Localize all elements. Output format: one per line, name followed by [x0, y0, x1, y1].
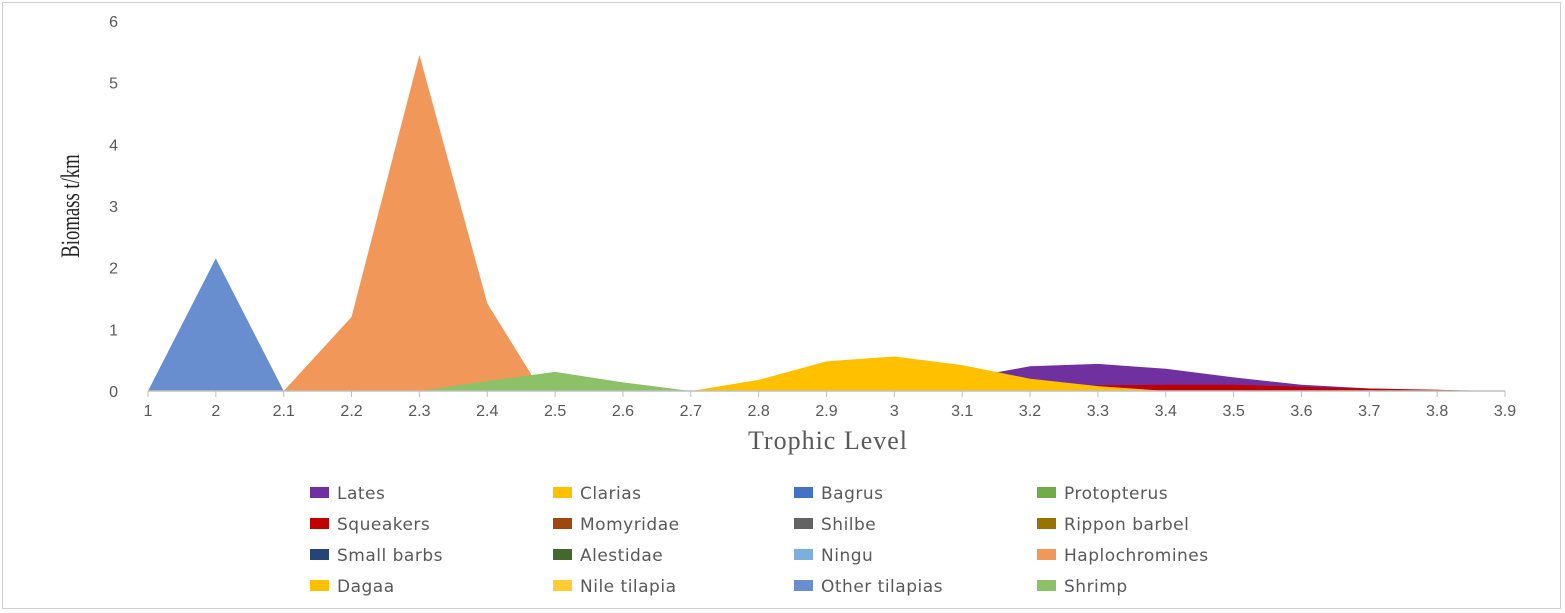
legend-swatch — [1037, 549, 1056, 560]
y-axis-ticks: 0 1 2 3 4 5 6 — [109, 14, 118, 401]
plot-areas — [148, 54, 1492, 392]
legend-swatch — [794, 580, 813, 591]
legend-label: Haplochromines — [1064, 546, 1209, 566]
x-tick-label: 3.7 — [1358, 403, 1380, 420]
legend-label: Other tilapias — [821, 577, 943, 597]
legend-label: Rippon barbel — [1064, 515, 1189, 535]
x-tick-label: 2.1 — [273, 403, 295, 420]
y-tick-label: 0 — [109, 384, 118, 401]
y-tick-label: 1 — [109, 322, 118, 339]
y-tick-label: 4 — [109, 137, 118, 154]
x-tick-label: 2.7 — [680, 403, 702, 420]
legend-swatch — [1037, 518, 1056, 529]
legend-label: Ningu — [821, 546, 873, 566]
x-tick-label: 3.9 — [1494, 403, 1516, 420]
area-dagaa — [690, 356, 1166, 391]
y-tick-label: 3 — [109, 199, 118, 216]
area-squeakers — [1030, 384, 1492, 391]
x-tick-label: 3.2 — [1019, 403, 1041, 420]
legend-swatch — [553, 580, 572, 591]
legend-swatch — [553, 549, 572, 560]
legend-swatch — [794, 518, 813, 529]
y-tick-label: 2 — [109, 261, 118, 278]
legend-label: Small barbs — [337, 546, 443, 566]
x-tick-label: 2 — [211, 403, 220, 420]
area-other-tilapias — [148, 258, 284, 391]
x-tick-label: 3.5 — [1222, 403, 1244, 420]
legend-label: Shrimp — [1064, 577, 1128, 597]
x-tick-label: 2.6 — [612, 403, 634, 420]
legend-swatch — [794, 487, 813, 498]
x-tick-label: 3.3 — [1087, 403, 1109, 420]
legend-swatch — [553, 487, 572, 498]
x-tick-label: 2.2 — [340, 403, 362, 420]
x-tick-label: 3.8 — [1426, 403, 1448, 420]
x-tick-label: 3.1 — [951, 403, 973, 420]
legend-label: Squeakers — [337, 515, 430, 535]
legend-label: Lates — [337, 484, 385, 504]
x-tick-label: 2.9 — [815, 403, 837, 420]
x-tick-label: 3.4 — [1155, 403, 1177, 420]
legend-swatch — [553, 518, 572, 529]
legend-label: Nile tilapia — [580, 577, 677, 597]
legend-swatch — [1037, 487, 1056, 498]
legend-label: Protopterus — [1064, 484, 1168, 504]
x-tick-label: 2.4 — [476, 403, 498, 420]
legend-label: Momyridae — [580, 515, 680, 535]
x-axis-ticks: 1 2 2.1 2.2 2.3 2.4 2.5 2.6 2.7 2.8 2.9 3 3.1 3.2 3.3 3… — [144, 391, 1516, 420]
x-tick-label: 3 — [890, 403, 899, 420]
x-axis-title: Trophic Level — [748, 426, 908, 455]
legend: Lates Clarias Bagrus Protopterus Squeakers Mo… — [310, 484, 1209, 597]
legend-label: Shilbe — [821, 515, 876, 535]
x-tick-label: 2.8 — [748, 403, 770, 420]
area-shrimp — [419, 371, 691, 391]
legend-label: Clarias — [580, 484, 642, 504]
legend-swatch — [310, 580, 329, 591]
x-tick-label: 1 — [144, 403, 153, 420]
legend-swatch — [310, 518, 329, 529]
legend-swatch — [794, 549, 813, 560]
y-tick-label: 5 — [109, 76, 118, 93]
legend-label: Alestidae — [580, 546, 663, 566]
legend-swatch — [310, 487, 329, 498]
y-tick-label: 6 — [109, 14, 118, 31]
x-tick-label: 3.6 — [1290, 403, 1312, 420]
legend-label: Bagrus — [821, 484, 884, 504]
x-tick-label: 2.5 — [544, 403, 566, 420]
legend-swatch — [310, 549, 329, 560]
x-tick-label: 2.3 — [408, 403, 430, 420]
legend-label: Dagaa — [337, 577, 395, 597]
legend-swatch — [1037, 580, 1056, 591]
y-axis-title: Biomass t/km — [56, 154, 85, 258]
area-haplochromines — [283, 54, 542, 392]
